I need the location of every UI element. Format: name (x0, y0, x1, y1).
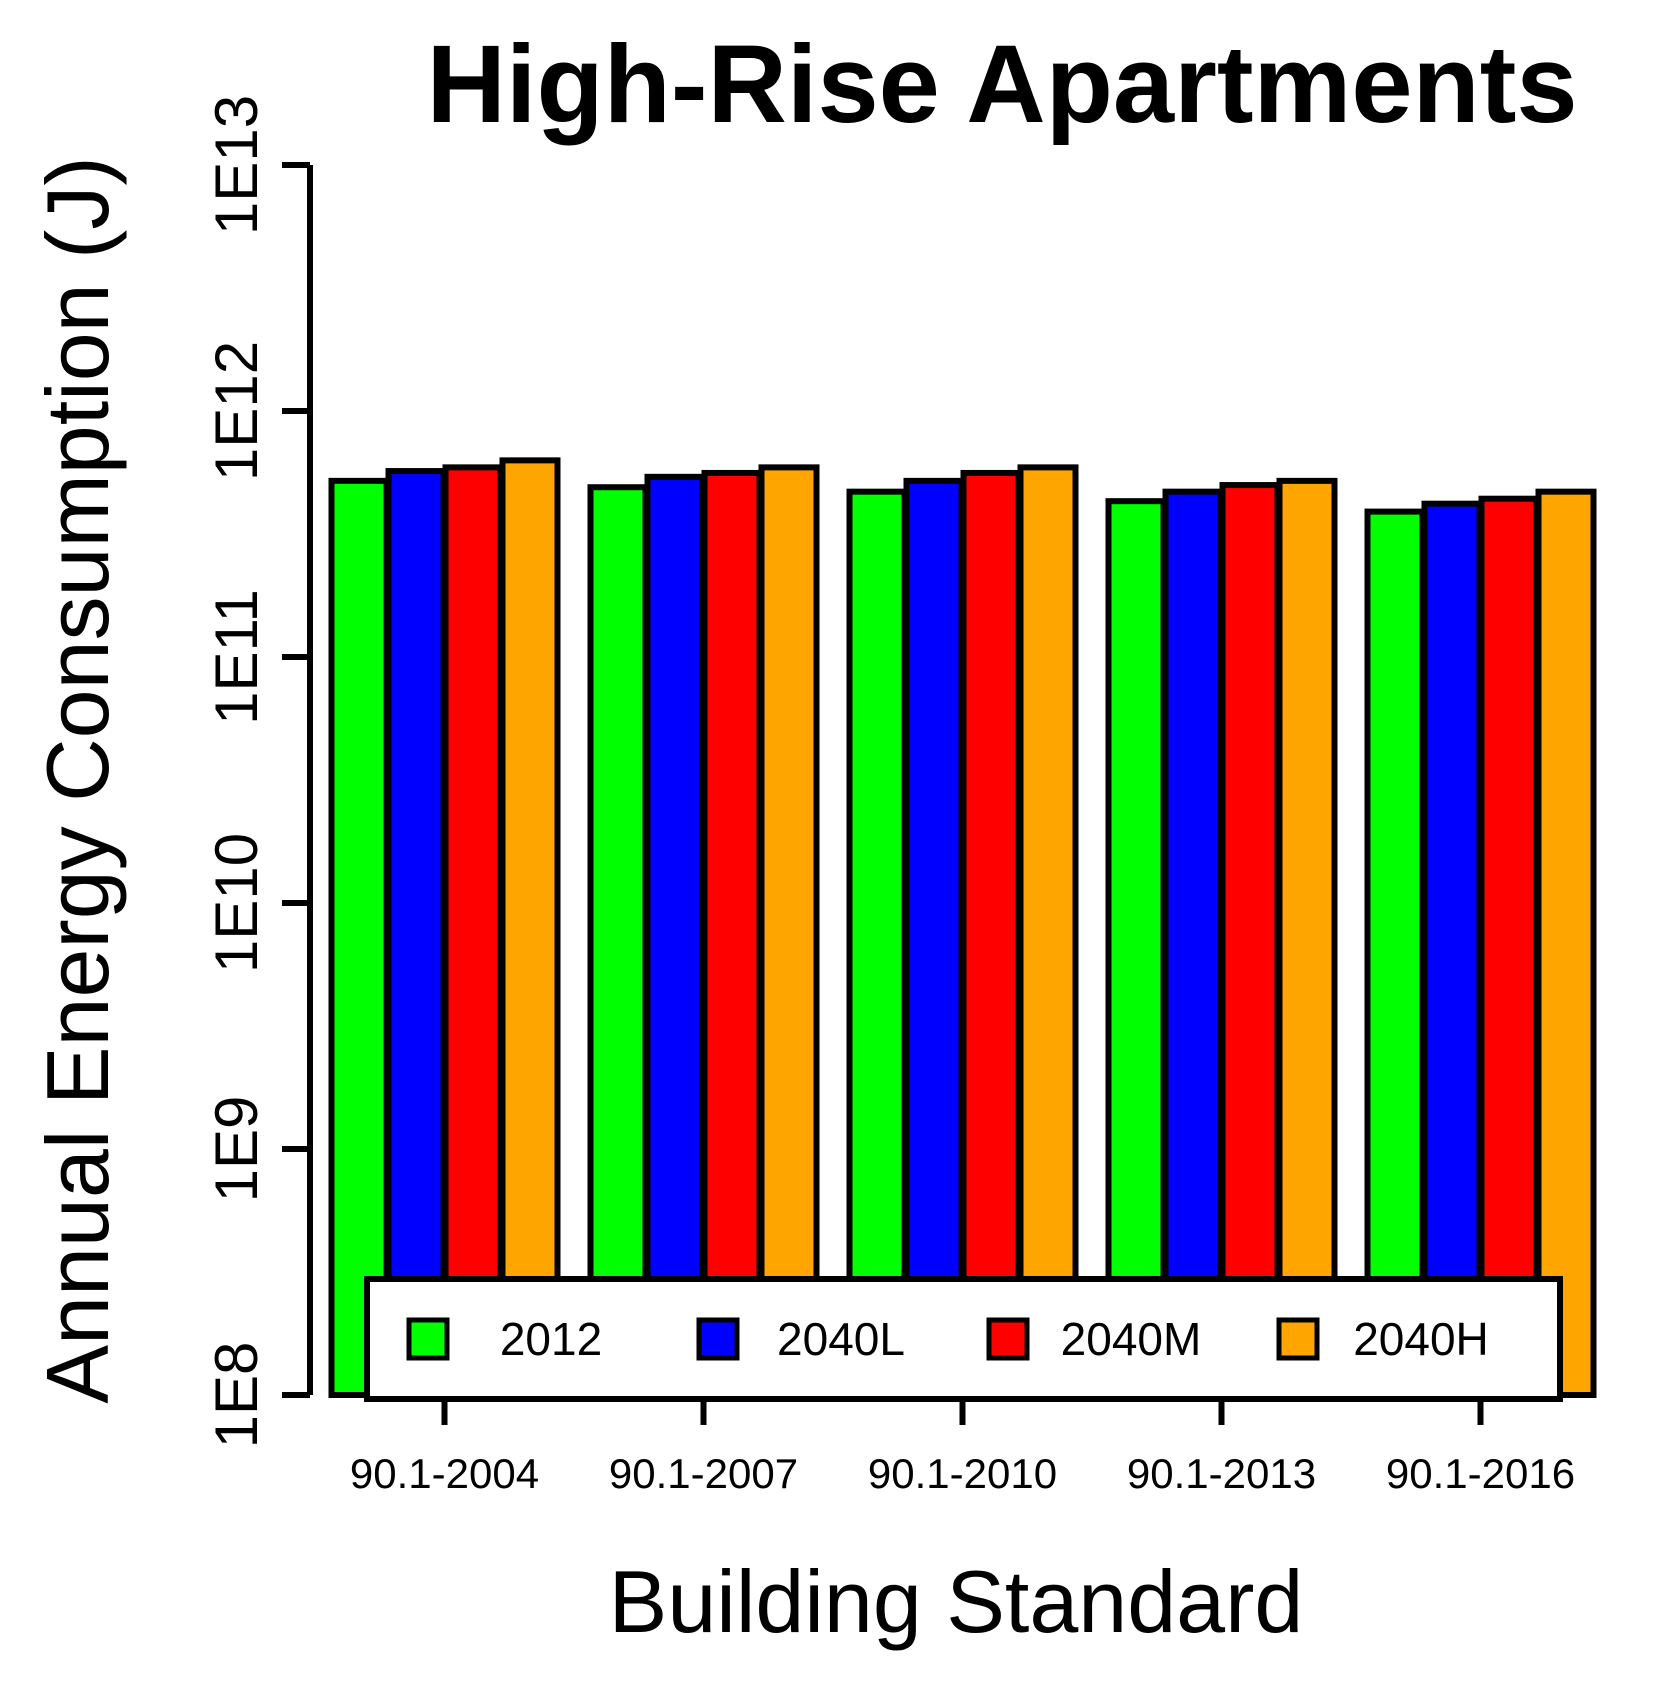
x-tick-label: 90.1-2013 (1127, 1450, 1316, 1497)
legend: 2012 2040L 2040M 2040H (364, 1276, 1563, 1402)
chart-title: High-Rise Apartments (426, 23, 1577, 146)
bar-90.1-2010-2040H (1017, 464, 1079, 1398)
legend-swatch-2040M (986, 1317, 1030, 1361)
x-tick-label: 90.1-2010 (868, 1450, 1057, 1497)
bar-90.1-2016-2040H (1535, 488, 1597, 1398)
x-tick-label: 90.1-2007 (609, 1450, 798, 1497)
bar-90.1-2004-2040L (385, 468, 447, 1398)
bar-90.1-2013-2040L (1162, 488, 1224, 1398)
legend-swatch-2040L (696, 1317, 740, 1361)
legend-box (364, 1276, 1563, 1402)
y-axis-title: Annual Energy Consumption (J) (28, 156, 127, 1403)
bar-90.1-2016-2012 (1364, 508, 1426, 1399)
bars (328, 457, 1597, 1399)
y-tick-label: 1E13 (203, 95, 270, 235)
x-axis-title: Building Standard (609, 1552, 1304, 1651)
bar-90.1-2013-2040H (1276, 477, 1338, 1399)
legend-label-2040H: 2040H (1353, 1313, 1489, 1365)
y-tick-label: 1E11 (203, 589, 270, 725)
bar-90.1-2007-2040M (701, 469, 763, 1398)
bar-90.1-2016-2040L (1421, 500, 1483, 1398)
y-tick-label: 1E9 (203, 1096, 270, 1203)
bar-90.1-2004-2040H (499, 457, 561, 1398)
legend-label-2040M: 2040M (1061, 1313, 1202, 1365)
bar-90.1-2010-2040M (960, 469, 1022, 1398)
y-axis: 1E8 1E9 1E10 1E11 1E12 1E13 (203, 95, 313, 1449)
x-tick-label: 90.1-2016 (1386, 1450, 1575, 1497)
bar-90.1-2013-2040M (1219, 482, 1281, 1398)
bar-90.1-2004-2012 (328, 477, 390, 1399)
y-tick-label: 1E12 (203, 341, 270, 481)
bar-90.1-2007-2040H (758, 464, 820, 1398)
bar-90.1-2004-2040M (442, 464, 504, 1398)
legend-swatch-2012 (406, 1317, 450, 1361)
bar-90.1-2010-2012 (846, 488, 908, 1398)
bar-90.1-2013-2012 (1105, 498, 1167, 1398)
legend-label-2012: 2012 (500, 1313, 602, 1365)
y-tick-label: 1E8 (203, 1342, 270, 1449)
x-axis: 90.1-2004 90.1-2007 90.1-2010 90.1-2013 90.1… (350, 1395, 1575, 1497)
y-tick-label: 1E10 (203, 833, 270, 973)
bar-90.1-2007-2012 (587, 484, 649, 1398)
bar-90.1-2016-2040M (1478, 495, 1540, 1398)
bar-90.1-2007-2040L (644, 473, 706, 1399)
legend-swatch-2040H (1276, 1317, 1320, 1361)
legend-label-2040L: 2040L (777, 1313, 905, 1365)
bar-90.1-2010-2040L (903, 477, 965, 1399)
x-tick-label: 90.1-2004 (350, 1450, 539, 1497)
